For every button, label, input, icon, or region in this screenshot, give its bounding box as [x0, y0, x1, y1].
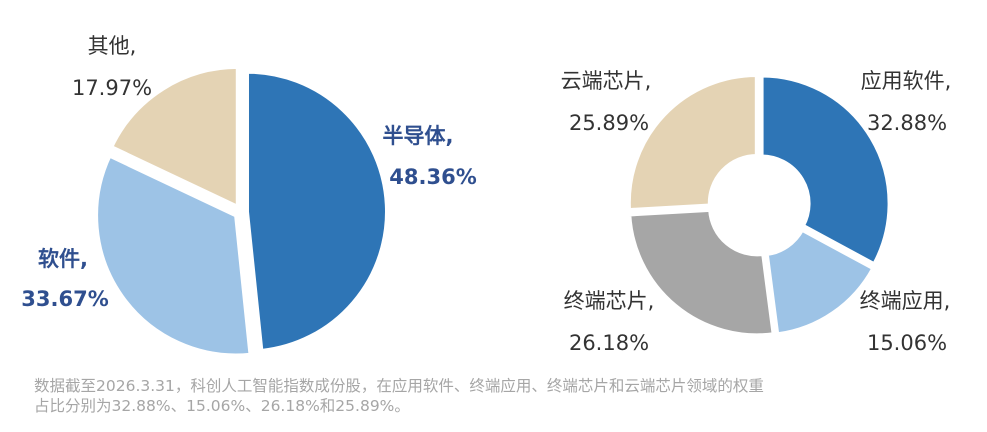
donut-slice-1 — [764, 227, 876, 337]
label-semiconductor-name: 半导体, — [383, 124, 454, 148]
label-terminal-chip-name: 终端芯片, — [564, 289, 655, 313]
footnote: 数据截至2026.3.31，科创人工智能指数成份股，在应用软件、终端应用、终端芯… — [34, 376, 964, 416]
label-app-software-value: 32.88% — [867, 111, 947, 135]
donut-slice-0 — [759, 73, 892, 267]
pie-slice-2 — [109, 64, 240, 209]
donut-slice-3 — [626, 72, 759, 213]
label-terminal-app-value: 15.06% — [867, 331, 947, 355]
pie-chart-industry — [94, 64, 389, 358]
label-cloud-chip-value: 25.89% — [569, 111, 649, 135]
footnote-line-1: 数据截至2026.3.31，科创人工智能指数成份股，在应用软件、终端应用、终端芯… — [34, 377, 764, 395]
label-app-software-name: 应用软件, — [861, 69, 952, 93]
label-terminal-chip-value: 26.18% — [569, 331, 649, 355]
label-other-value: 17.97% — [72, 76, 152, 100]
label-software-name: 软件, — [38, 247, 88, 271]
donut-chart-subsector — [626, 72, 892, 338]
pie-slice-0 — [244, 69, 389, 353]
label-software-value: 33.67% — [21, 287, 108, 311]
donut-slice-2 — [627, 207, 776, 338]
pie-slice-1 — [94, 153, 253, 358]
label-terminal-app-name: 终端应用, — [860, 289, 951, 313]
label-semiconductor-value: 48.36% — [389, 165, 476, 189]
label-cloud-chip-name: 云端芯片, — [561, 69, 652, 93]
label-other-name: 其他, — [88, 34, 137, 58]
footnote-line-2: 占比分别为32.88%、15.06%、26.18%和25.89%。 — [34, 397, 410, 415]
